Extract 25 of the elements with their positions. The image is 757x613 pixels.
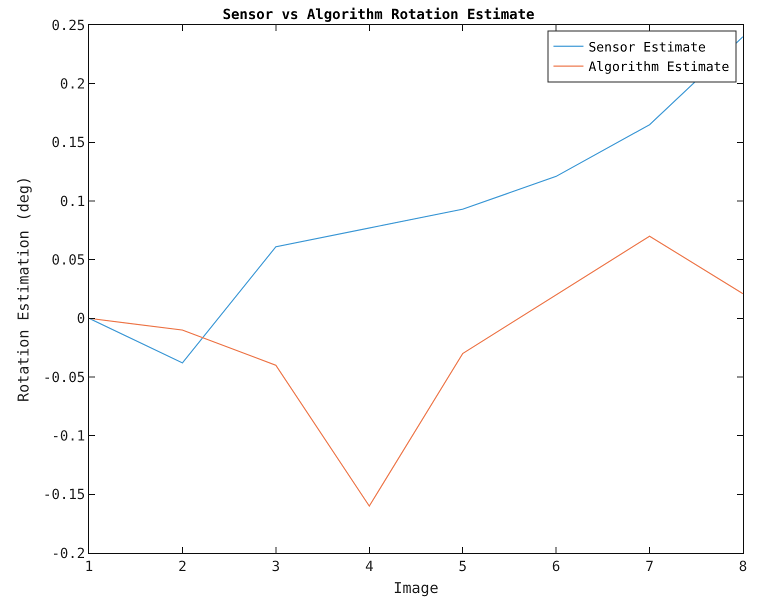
x-tick-label: 5 xyxy=(458,558,467,575)
x-tick-label: 1 xyxy=(84,558,94,575)
x-tick-label: 4 xyxy=(365,558,374,575)
y-tick-label: 0.1 xyxy=(60,194,86,210)
legend-label: Sensor Estimate xyxy=(588,40,706,56)
x-tick-label: 6 xyxy=(552,558,560,575)
y-tick-label: -0.2 xyxy=(51,546,86,562)
x-tick-label: 3 xyxy=(272,558,280,575)
y-tick-label: -0.1 xyxy=(51,428,86,445)
line-series xyxy=(89,36,743,364)
x-tick-label: 2 xyxy=(178,558,187,575)
y-tick-label: 0 xyxy=(76,311,86,328)
y-tick-label: 0.05 xyxy=(51,252,86,269)
y-tick-label: -0.05 xyxy=(43,370,86,386)
y-tick-label: 0.25 xyxy=(51,18,86,34)
x-tick-label: 8 xyxy=(738,558,748,575)
line-series xyxy=(89,236,743,507)
y-tick-label: 0.15 xyxy=(51,135,86,152)
chart-title: Sensor vs Algorithm Rotation Estimate xyxy=(222,6,534,23)
x-tick-label: 7 xyxy=(645,558,654,575)
y-axis-title: Rotation Estimation (deg) xyxy=(14,176,32,402)
y-tick-label: 0.2 xyxy=(60,76,86,93)
x-axis-title: Image xyxy=(393,578,439,597)
y-tick-label: -0.15 xyxy=(43,487,86,504)
legend-label: Algorithm Estimate xyxy=(588,60,730,76)
